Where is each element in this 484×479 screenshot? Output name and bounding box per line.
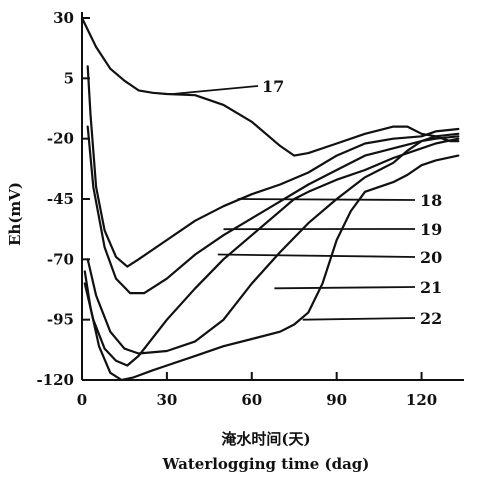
callout-leader-21	[274, 286, 416, 290]
series-label-21: 21	[420, 278, 442, 297]
callout-leader-17	[172, 85, 259, 95]
x-axis-label-english: Waterlogging time (dag)	[162, 455, 370, 473]
y-tick-label: 30	[53, 9, 74, 27]
y-tick-label: 5	[64, 69, 74, 87]
callout-leader-22	[302, 317, 416, 321]
y-tick-label: -20	[47, 130, 74, 148]
callout-layer: 17 18 19 20 21 22	[172, 77, 442, 328]
series-line-18	[86, 65, 460, 268]
callout-leader-20	[217, 253, 416, 258]
x-tick-label: 0	[77, 391, 87, 409]
series-line-17	[80, 16, 460, 157]
y-tick-label: -70	[47, 250, 74, 268]
series-label-19: 19	[420, 220, 442, 239]
series-layer	[80, 16, 460, 382]
y-tick-label: -45	[47, 190, 74, 208]
series-label-17: 17	[262, 77, 284, 96]
series-line-21	[83, 137, 460, 367]
callout-leader-18	[237, 198, 416, 201]
y-axis-label: Eh(mV)	[6, 182, 24, 246]
x-tick-label: 120	[406, 391, 437, 409]
y-tick-label: -120	[36, 371, 74, 389]
series-line-22	[83, 154, 460, 382]
y-tick-label: -95	[47, 311, 74, 329]
series-label-22: 22	[420, 309, 442, 328]
x-tick-label: 90	[326, 391, 347, 409]
series-label-18: 18	[420, 191, 442, 210]
series-line-19	[86, 125, 460, 295]
x-tick-label: 60	[241, 391, 262, 409]
x-axis-label-chinese: 淹水时间(天)	[221, 430, 310, 448]
series-line-20	[86, 135, 460, 355]
series-label-20: 20	[420, 248, 442, 267]
x-tick-label: 30	[156, 391, 177, 409]
